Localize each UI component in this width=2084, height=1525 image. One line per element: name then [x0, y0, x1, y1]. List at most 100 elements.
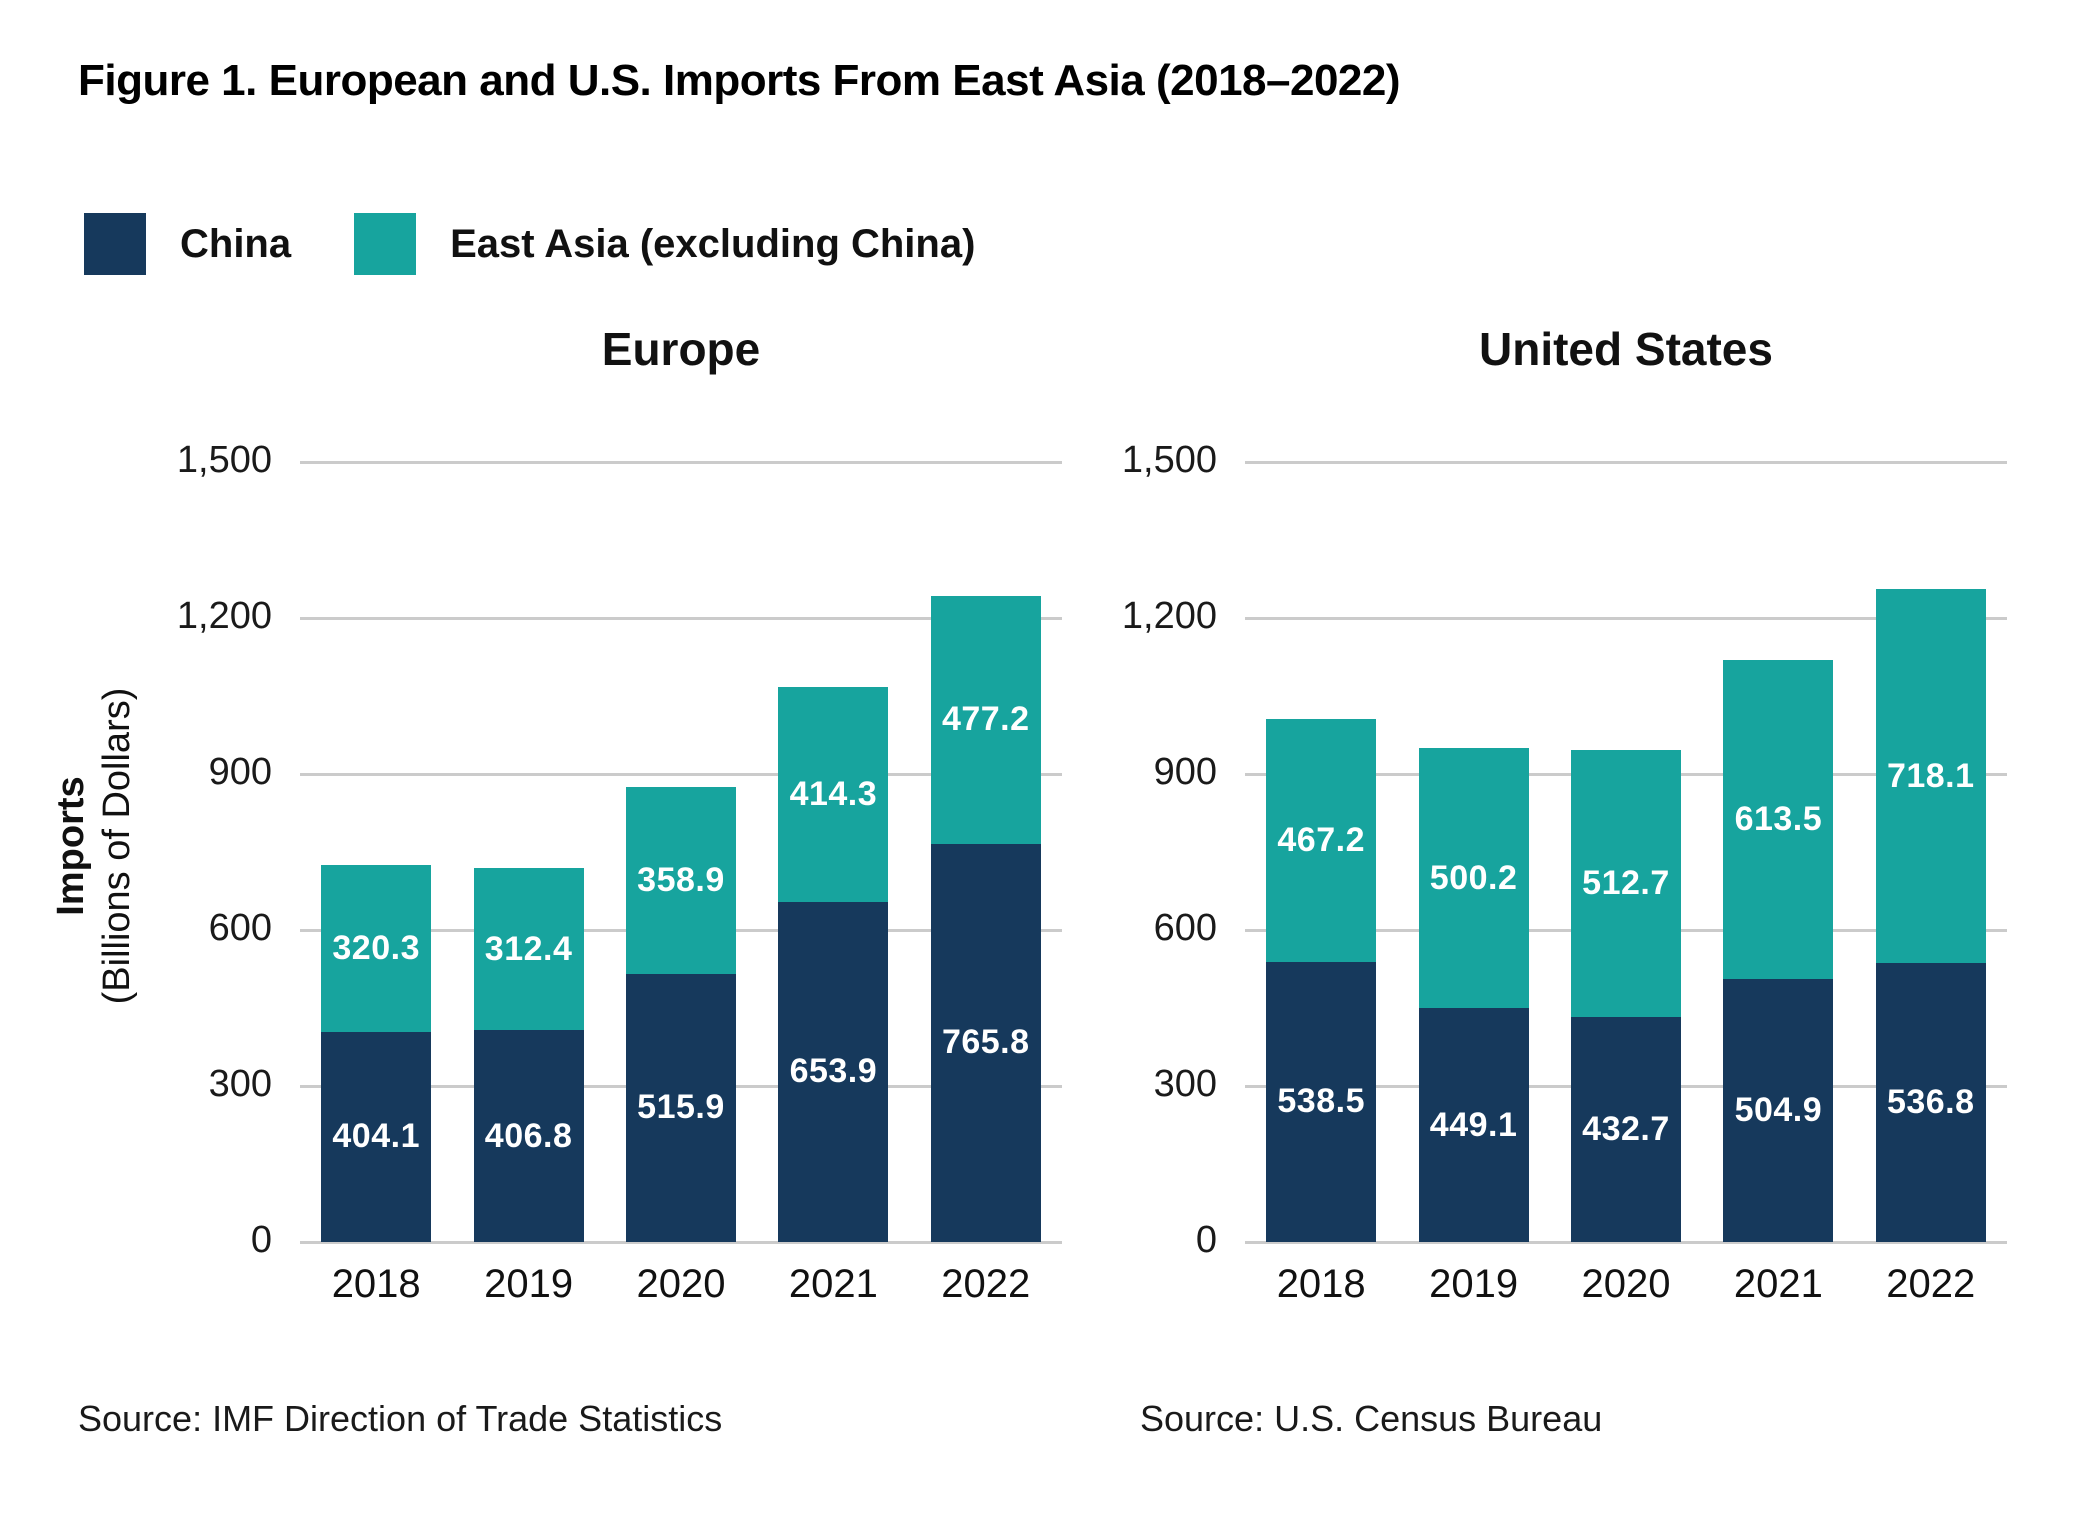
- bar-segment-east-asia-2020: 358.9: [625, 787, 736, 974]
- bar-value-label: 515.9: [637, 1088, 725, 1127]
- bar-segment-china-2022: 765.8: [930, 843, 1041, 1242]
- bar-value-label: 718.1: [1886, 756, 1975, 795]
- y-axis-title-main: Imports: [50, 776, 92, 916]
- bar-value-label: 406.8: [484, 1116, 573, 1155]
- bar-value-label: 504.9: [1734, 1091, 1823, 1130]
- europe-x-axis-labels: 2018 2019 2020 2021 2022: [300, 1262, 1062, 1307]
- china-swatch: [84, 213, 146, 275]
- bar-segment-east-asia-2022: 477.2: [930, 595, 1041, 844]
- stacked-bar-2021: 613.5 504.9: [1723, 660, 1834, 1242]
- y-tick-label: 900: [1153, 751, 1217, 793]
- bar-segment-china-2020: 515.9: [625, 973, 736, 1242]
- bar-segment-east-asia-2021: 414.3: [778, 686, 889, 902]
- legend: China East Asia (excluding China): [84, 213, 975, 275]
- legend-label-east-asia: East Asia (excluding China): [450, 221, 976, 266]
- stacked-bar-2018: 320.3 404.1: [321, 865, 432, 1242]
- bar-segment-china-2022: 536.8: [1875, 962, 1986, 1242]
- bar-value-label: 512.7: [1582, 864, 1670, 903]
- x-tick-label-2019: 2019: [1429, 1262, 1519, 1306]
- stacked-bar-2022: 718.1 536.8: [1875, 589, 1986, 1242]
- bar-value-label: 613.5: [1734, 800, 1823, 839]
- bar-value-label: 653.9: [789, 1052, 878, 1091]
- stacked-bar-2019: 312.4 406.8: [473, 868, 584, 1242]
- y-axis-title: Imports (Billions of Dollars): [48, 634, 140, 1058]
- bar-segment-china-2019: 406.8: [473, 1030, 584, 1242]
- y-tick-label: 300: [1153, 1063, 1217, 1105]
- bar-segment-east-asia-2019: 312.4: [473, 868, 584, 1031]
- stacked-bar-2022: 477.2 765.8: [930, 595, 1041, 1242]
- bar-segment-china-2019: 449.1: [1418, 1008, 1529, 1242]
- bar-value-label: 432.7: [1582, 1110, 1670, 1148]
- legend-item-china: China: [84, 213, 291, 275]
- east-asia-swatch: [354, 213, 417, 275]
- y-tick-label: 1,500: [1121, 439, 1217, 481]
- stacked-bar-2019: 500.2 449.1: [1418, 748, 1529, 1242]
- bar-segment-east-asia-2019: 500.2: [1418, 748, 1529, 1009]
- bar-segment-china-2018: 538.5: [1266, 961, 1377, 1242]
- bar-value-label: 536.8: [1886, 1082, 1975, 1121]
- x-tick-label-2021: 2021: [788, 1262, 878, 1306]
- y-tick-label: 1,500: [176, 439, 272, 481]
- europe-source-note: Source: IMF Direction of Trade Statistic…: [78, 1398, 723, 1439]
- legend-item-east-asia: East Asia (excluding China): [354, 213, 975, 275]
- gridline-0: [1245, 1240, 2007, 1244]
- gridline-0: [300, 1240, 1062, 1244]
- y-axis-title-units: (Billions of Dollars): [96, 687, 138, 1005]
- us-x-axis-labels: 2018 2019 2020 2021 2022: [1245, 1262, 2007, 1307]
- gridline-1500: [300, 460, 1062, 464]
- europe-bars: 320.3 404.1 312.4 406.8 358.9 515.9 414.3 653.9…: [300, 462, 1062, 1242]
- figure-title: Figure 1. European and U.S. Imports From…: [78, 56, 1401, 105]
- europe-plot-row: 0 300 600 900 1,200 1,500 320.3 404.1 312.4 406.…: [177, 439, 1062, 1261]
- x-tick-label-2022: 2022: [941, 1262, 1031, 1306]
- us-chart-title: United States: [1479, 323, 1773, 375]
- gridline-1200: [300, 616, 1062, 620]
- bar-segment-china-2018: 404.1: [321, 1031, 432, 1242]
- bar-value-label: 538.5: [1277, 1082, 1365, 1121]
- x-tick-label-2018: 2018: [1276, 1262, 1366, 1306]
- gridline-900: [300, 772, 1062, 776]
- bar-segment-east-asia-2018: 320.3: [321, 865, 432, 1032]
- y-tick-label: 600: [208, 907, 272, 949]
- bar-value-label: 477.2: [941, 700, 1030, 739]
- us-source-note: Source: U.S. Census Bureau: [1140, 1398, 1603, 1439]
- bar-value-label: 320.3: [332, 929, 420, 968]
- bar-segment-east-asia-2022: 718.1: [1875, 589, 1986, 963]
- stacked-bar-2018: 467.2 538.5: [1266, 719, 1377, 1242]
- bar-segment-east-asia-2020: 512.7: [1570, 750, 1681, 1017]
- bar-value-label: 765.8: [941, 1023, 1030, 1062]
- bar-value-label: 449.1: [1429, 1105, 1518, 1144]
- europe-chart-panel: Europe 0 300 600 900 1,200 1,500 320.3 404.1 31…: [177, 322, 1062, 1307]
- stacked-bar-2021: 414.3 653.9: [778, 686, 889, 1242]
- bar-segment-china-2021: 504.9: [1723, 979, 1834, 1242]
- gridline-1200: [1245, 616, 2007, 620]
- y-tick-label: 600: [1153, 907, 1217, 949]
- bar-value-label: 358.9: [637, 860, 725, 899]
- y-tick-label: 900: [208, 751, 272, 793]
- europe-y-axis-ticks: 0 300 600 900 1,200 1,500: [177, 439, 300, 1261]
- x-tick-label-2020: 2020: [1581, 1262, 1671, 1306]
- bar-segment-east-asia-2018: 467.2: [1266, 719, 1377, 962]
- europe-plot-area: 320.3 404.1 312.4 406.8 358.9 515.9 414.3 653.9…: [300, 460, 1062, 1244]
- us-chart-panel: United States 0 300 600 900 1,200 1,500 467.2…: [1122, 322, 2007, 1307]
- bar-value-label: 312.4: [484, 929, 573, 968]
- bar-value-label: 500.2: [1429, 858, 1518, 897]
- us-bars: 467.2 538.5 500.2 449.1 512.7 432.7 613.5 504.9…: [1245, 462, 2007, 1242]
- us-y-axis-ticks: 0 300 600 900 1,200 1,500: [1122, 439, 1245, 1261]
- y-tick-label: 1,200: [176, 595, 272, 637]
- x-tick-label-2022: 2022: [1886, 1262, 1976, 1306]
- bar-value-label: 467.2: [1277, 821, 1365, 860]
- x-tick-label-2019: 2019: [484, 1262, 574, 1306]
- stacked-bar-2020: 512.7 432.7: [1570, 750, 1681, 1242]
- us-plot-area: 467.2 538.5 500.2 449.1 512.7 432.7 613.5 504.9…: [1245, 460, 2007, 1244]
- bar-segment-east-asia-2021: 613.5: [1723, 660, 1834, 980]
- bar-value-label: 404.1: [332, 1117, 420, 1156]
- us-plot-row: 0 300 600 900 1,200 1,500 467.2 538.5 500.2 449.…: [1122, 439, 2007, 1261]
- x-tick-label-2020: 2020: [636, 1262, 726, 1306]
- y-tick-label: 0: [250, 1219, 272, 1261]
- y-tick-label: 1,200: [1121, 595, 1217, 637]
- x-tick-label-2018: 2018: [331, 1262, 421, 1306]
- gridline-1500: [1245, 460, 2007, 464]
- europe-chart-title: Europe: [601, 323, 761, 375]
- y-tick-label: 0: [1195, 1219, 1217, 1261]
